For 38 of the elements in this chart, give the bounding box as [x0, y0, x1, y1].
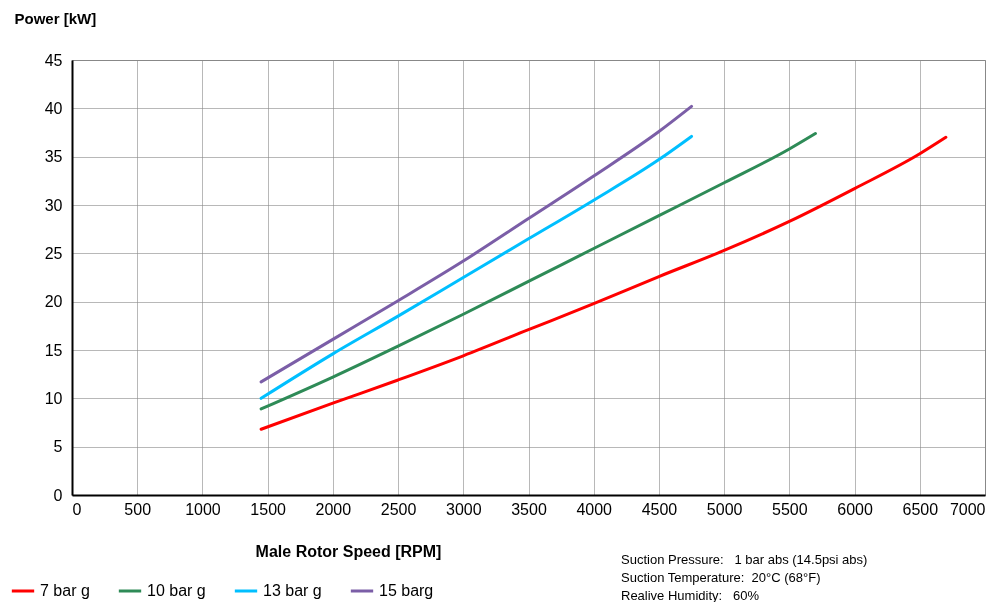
- text: Suction Pressure: 1 bar abs (14.5psi abs): [621, 552, 868, 567]
- x-tick-label: 0: [72, 500, 82, 518]
- text: Realive Humidity: 60%: [621, 588, 760, 602]
- legend-label: 13 bar g: [263, 582, 322, 599]
- line-series: [259, 104, 694, 384]
- x-tick-label: 3500: [511, 500, 547, 518]
- x-tick-label: 2000: [315, 500, 352, 518]
- text: Suction Temperature: 20°C (68°F): [621, 570, 821, 585]
- y-axis-title: Power [kW]: [14, 9, 97, 27]
- x-axis-title: Male Rotor Speed [RPM]: [255, 542, 442, 560]
- x-tick-label: 1500: [250, 500, 287, 518]
- legend-label: 15 barg: [379, 582, 434, 599]
- y-tick-label: 20: [44, 293, 63, 311]
- x-tick-label: 7000: [949, 500, 986, 518]
- line-series: [259, 131, 817, 411]
- x-tick-label: 4000: [576, 500, 613, 518]
- y-tick-label: 40: [44, 99, 63, 117]
- y-tick-label: 15: [44, 341, 63, 359]
- line-series: [259, 135, 948, 431]
- x-tick-label: 1000: [185, 500, 221, 518]
- y-tick-label: 35: [44, 148, 63, 166]
- legend-label: 10 bar g: [147, 582, 206, 599]
- y-tick-label: 25: [44, 244, 63, 262]
- y-tick-label: 10: [44, 389, 63, 407]
- y-tick-label: 30: [44, 196, 63, 214]
- x-tick-label: 3000: [445, 500, 482, 518]
- x-tick-label: 6000: [837, 500, 873, 518]
- x-tick-label: 2500: [380, 500, 417, 518]
- line-series: [259, 134, 694, 400]
- x-tick-label: 5500: [772, 500, 808, 518]
- y-tick-label: 0: [53, 486, 63, 504]
- y-tick-label: 5: [53, 438, 63, 456]
- x-tick-label: 4500: [641, 500, 678, 518]
- y-tick-label: 45: [44, 51, 63, 69]
- x-tick-label: 500: [124, 500, 152, 518]
- x-tick-label: 5000: [706, 500, 743, 518]
- x-tick-label: 6500: [902, 500, 939, 518]
- legend-label: 7 bar g: [40, 582, 90, 599]
